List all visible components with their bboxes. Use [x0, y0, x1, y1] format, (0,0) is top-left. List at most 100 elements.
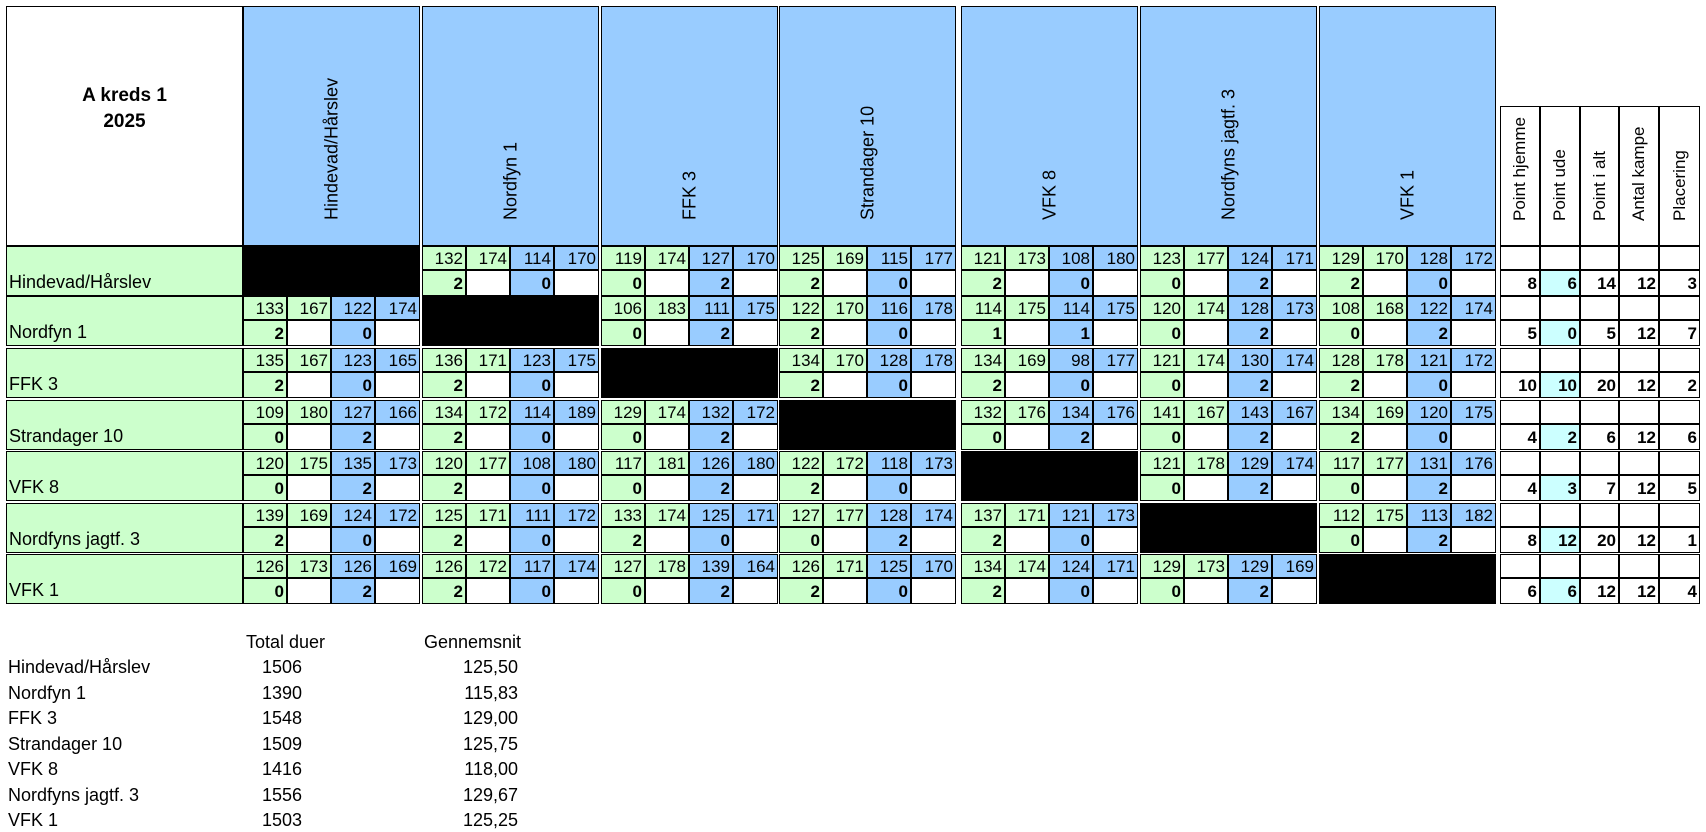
stat-header: Point hjemme: [1500, 106, 1540, 246]
stat-value: 0: [1540, 320, 1580, 346]
empty-cell: [375, 578, 420, 604]
points-cell: 0: [867, 372, 911, 398]
row-label: Nordfyns jagtf. 3: [6, 503, 243, 553]
empty-cell: [1093, 578, 1138, 604]
score-cell: 172: [466, 400, 510, 424]
empty-cell: [375, 527, 420, 553]
points-cell: 0: [243, 424, 287, 450]
blocked-cell: [961, 451, 1138, 501]
score-cell: 134: [422, 400, 466, 424]
score-cell: 174: [1451, 296, 1496, 320]
score-cell: 123: [1140, 246, 1184, 270]
summary-team-name: VFK 8: [8, 759, 59, 779]
score-cell: 177: [466, 451, 510, 475]
points-cell: 0: [510, 475, 554, 501]
summary-average-value: 129,67: [462, 784, 518, 805]
points-cell: 2: [1049, 424, 1093, 450]
score-cell: 108: [1049, 246, 1093, 270]
score-cell: 172: [1451, 348, 1496, 372]
empty-cell: [823, 578, 867, 604]
stat-value: 6: [1540, 270, 1580, 296]
empty-cell: [287, 475, 331, 501]
score-cell: 169: [1272, 554, 1317, 578]
points-cell: 2: [1407, 320, 1451, 346]
empty-cell: [733, 320, 778, 346]
stat-spacer: [1540, 503, 1580, 527]
score-cell: 174: [645, 400, 689, 424]
score-cell: 172: [466, 554, 510, 578]
empty-cell: [911, 578, 956, 604]
empty-cell: [1363, 527, 1407, 553]
score-cell: 134: [779, 348, 823, 372]
points-cell: 2: [1319, 372, 1363, 398]
points-cell: 0: [243, 578, 287, 604]
points-cell: 0: [1049, 578, 1093, 604]
empty-cell: [554, 372, 599, 398]
summary-total-value: 1416: [262, 759, 303, 779]
column-header-label: VFK 8: [1039, 169, 1059, 220]
row-label: Hindevad/Hårslev: [6, 246, 243, 296]
score-cell: 170: [554, 246, 599, 270]
summary-average-value: 125,50: [462, 657, 518, 677]
summary-average-value: 118,00: [464, 759, 518, 779]
points-cell: 2: [689, 578, 733, 604]
score-cell: 172: [375, 503, 420, 527]
score-cell: 130: [1228, 348, 1272, 372]
score-cell: 174: [554, 554, 599, 578]
score-cell: 174: [1184, 348, 1228, 372]
points-cell: 0: [1407, 372, 1451, 398]
stat-value: 5: [1500, 320, 1540, 346]
score-cell: 116: [867, 296, 911, 320]
empty-cell: [466, 578, 510, 604]
empty-cell: [1272, 270, 1317, 296]
stat-value: 12: [1540, 527, 1580, 553]
stat-spacer: [1659, 400, 1700, 424]
points-cell: 2: [422, 578, 466, 604]
stat-spacer: [1500, 296, 1540, 320]
stat-header: Placering: [1659, 106, 1700, 246]
score-cell: 173: [911, 451, 956, 475]
stat-value: 12: [1619, 320, 1659, 346]
score-cell: 135: [331, 451, 375, 475]
score-cell: 175: [554, 348, 599, 372]
score-cell: 173: [1272, 296, 1317, 320]
score-cell: 164: [733, 554, 778, 578]
points-cell: 2: [422, 270, 466, 296]
row-label: Nordfyn 1: [6, 296, 243, 346]
score-cell: 176: [1005, 400, 1049, 424]
stat-spacer: [1500, 400, 1540, 424]
score-cell: 129: [1228, 554, 1272, 578]
score-cell: 139: [243, 503, 287, 527]
stat-value: 6: [1580, 424, 1619, 450]
empty-cell: [823, 475, 867, 501]
column-header-label: VFK 1: [1397, 169, 1417, 220]
points-cell: 0: [1140, 424, 1184, 450]
empty-cell: [645, 527, 689, 553]
score-cell: 171: [466, 503, 510, 527]
score-cell: 126: [422, 554, 466, 578]
points-cell: 2: [422, 372, 466, 398]
empty-cell: [1184, 320, 1228, 346]
score-cell: 120: [243, 451, 287, 475]
stat-value: 2: [1659, 372, 1700, 398]
score-cell: 170: [823, 348, 867, 372]
stat-spacer: [1659, 451, 1700, 475]
empty-cell: [1451, 527, 1496, 553]
stat-spacer: [1580, 296, 1619, 320]
score-cell: 137: [961, 503, 1005, 527]
score-cell: 178: [1184, 451, 1228, 475]
stat-header-label: Point hjemme: [1510, 117, 1529, 221]
points-cell: 1: [1049, 320, 1093, 346]
points-cell: 2: [1319, 270, 1363, 296]
points-cell: 2: [1228, 270, 1272, 296]
empty-cell: [1093, 527, 1138, 553]
row-label: VFK 8: [6, 451, 243, 501]
stat-value: 6: [1500, 578, 1540, 604]
score-cell: 125: [779, 246, 823, 270]
blocked-cell: [422, 296, 599, 346]
stat-value: 6: [1540, 578, 1580, 604]
score-cell: 173: [375, 451, 420, 475]
stat-value: 4: [1500, 475, 1540, 501]
empty-cell: [554, 424, 599, 450]
empty-cell: [645, 320, 689, 346]
